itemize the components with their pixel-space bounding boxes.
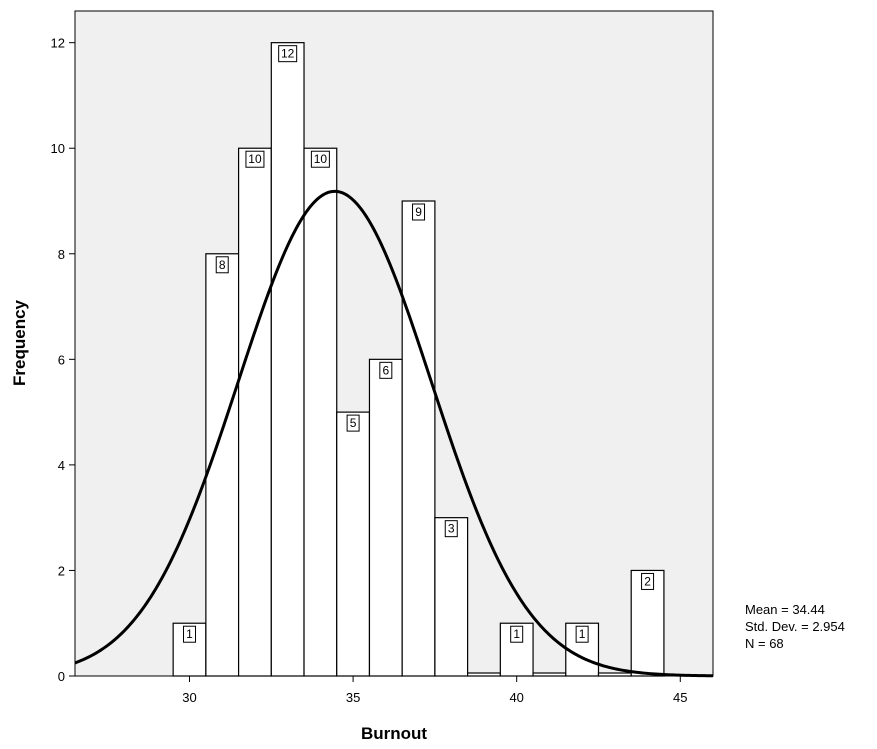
stats-std-dev: Std. Dev. = 2.954 — [745, 619, 845, 634]
x-tick-label: 30 — [182, 690, 196, 705]
data-label: 9 — [415, 205, 422, 219]
y-tick-label: 10 — [51, 141, 65, 156]
data-label: 12 — [281, 47, 295, 61]
x-tick-label: 35 — [346, 690, 360, 705]
data-label: 1 — [513, 627, 520, 641]
data-label-box — [183, 625, 197, 643]
data-label: 10 — [248, 152, 262, 166]
y-tick-label: 12 — [51, 36, 65, 51]
data-label: 1 — [186, 627, 193, 641]
stats-n: N = 68 — [745, 636, 784, 651]
x-ticks-layer: 30 35 40 45 — [182, 676, 688, 705]
data-label-box — [278, 45, 298, 63]
data-label-box — [412, 203, 426, 221]
histogram-bar — [401, 200, 436, 677]
data-label: 3 — [448, 522, 455, 536]
data-label: 8 — [219, 258, 226, 272]
data-label-box — [444, 520, 458, 538]
stats-mean: Mean = 34.44 — [745, 602, 825, 617]
x-tick-label: 40 — [509, 690, 523, 705]
histogram-bar — [434, 517, 469, 677]
data-label: 10 — [314, 152, 328, 166]
data-label-box — [641, 572, 655, 590]
histogram-bar — [237, 147, 272, 677]
data-label-box — [310, 150, 330, 168]
data-label-box — [346, 414, 360, 432]
data-label: 1 — [579, 627, 586, 641]
histogram-bar — [270, 42, 305, 677]
y-tick-label: 8 — [58, 247, 65, 262]
y-tick-label: 6 — [58, 352, 65, 367]
data-label-box — [245, 150, 265, 168]
bars-layer — [172, 42, 665, 677]
data-label-box — [379, 361, 393, 379]
y-tick-label: 0 — [58, 669, 65, 684]
x-tick-label: 45 — [673, 690, 687, 705]
data-label: 6 — [382, 363, 389, 377]
normal-curve — [74, 189, 714, 678]
y-ticks-layer: 0 2 4 6 8 10 12 — [51, 36, 75, 684]
y-tick-label: 4 — [58, 458, 65, 473]
y-tick-label: 2 — [58, 563, 65, 578]
data-label-box — [215, 256, 229, 274]
x-axis-title: Burnout — [361, 724, 427, 743]
data-label: 5 — [350, 416, 357, 430]
histogram-bar — [336, 411, 371, 677]
data-label-box — [575, 625, 589, 643]
histogram-bar — [303, 147, 338, 677]
data-label-box — [510, 625, 524, 643]
histogram-bar — [368, 358, 403, 677]
data-label: 2 — [644, 574, 651, 588]
y-axis-title: Frequency — [10, 299, 29, 386]
